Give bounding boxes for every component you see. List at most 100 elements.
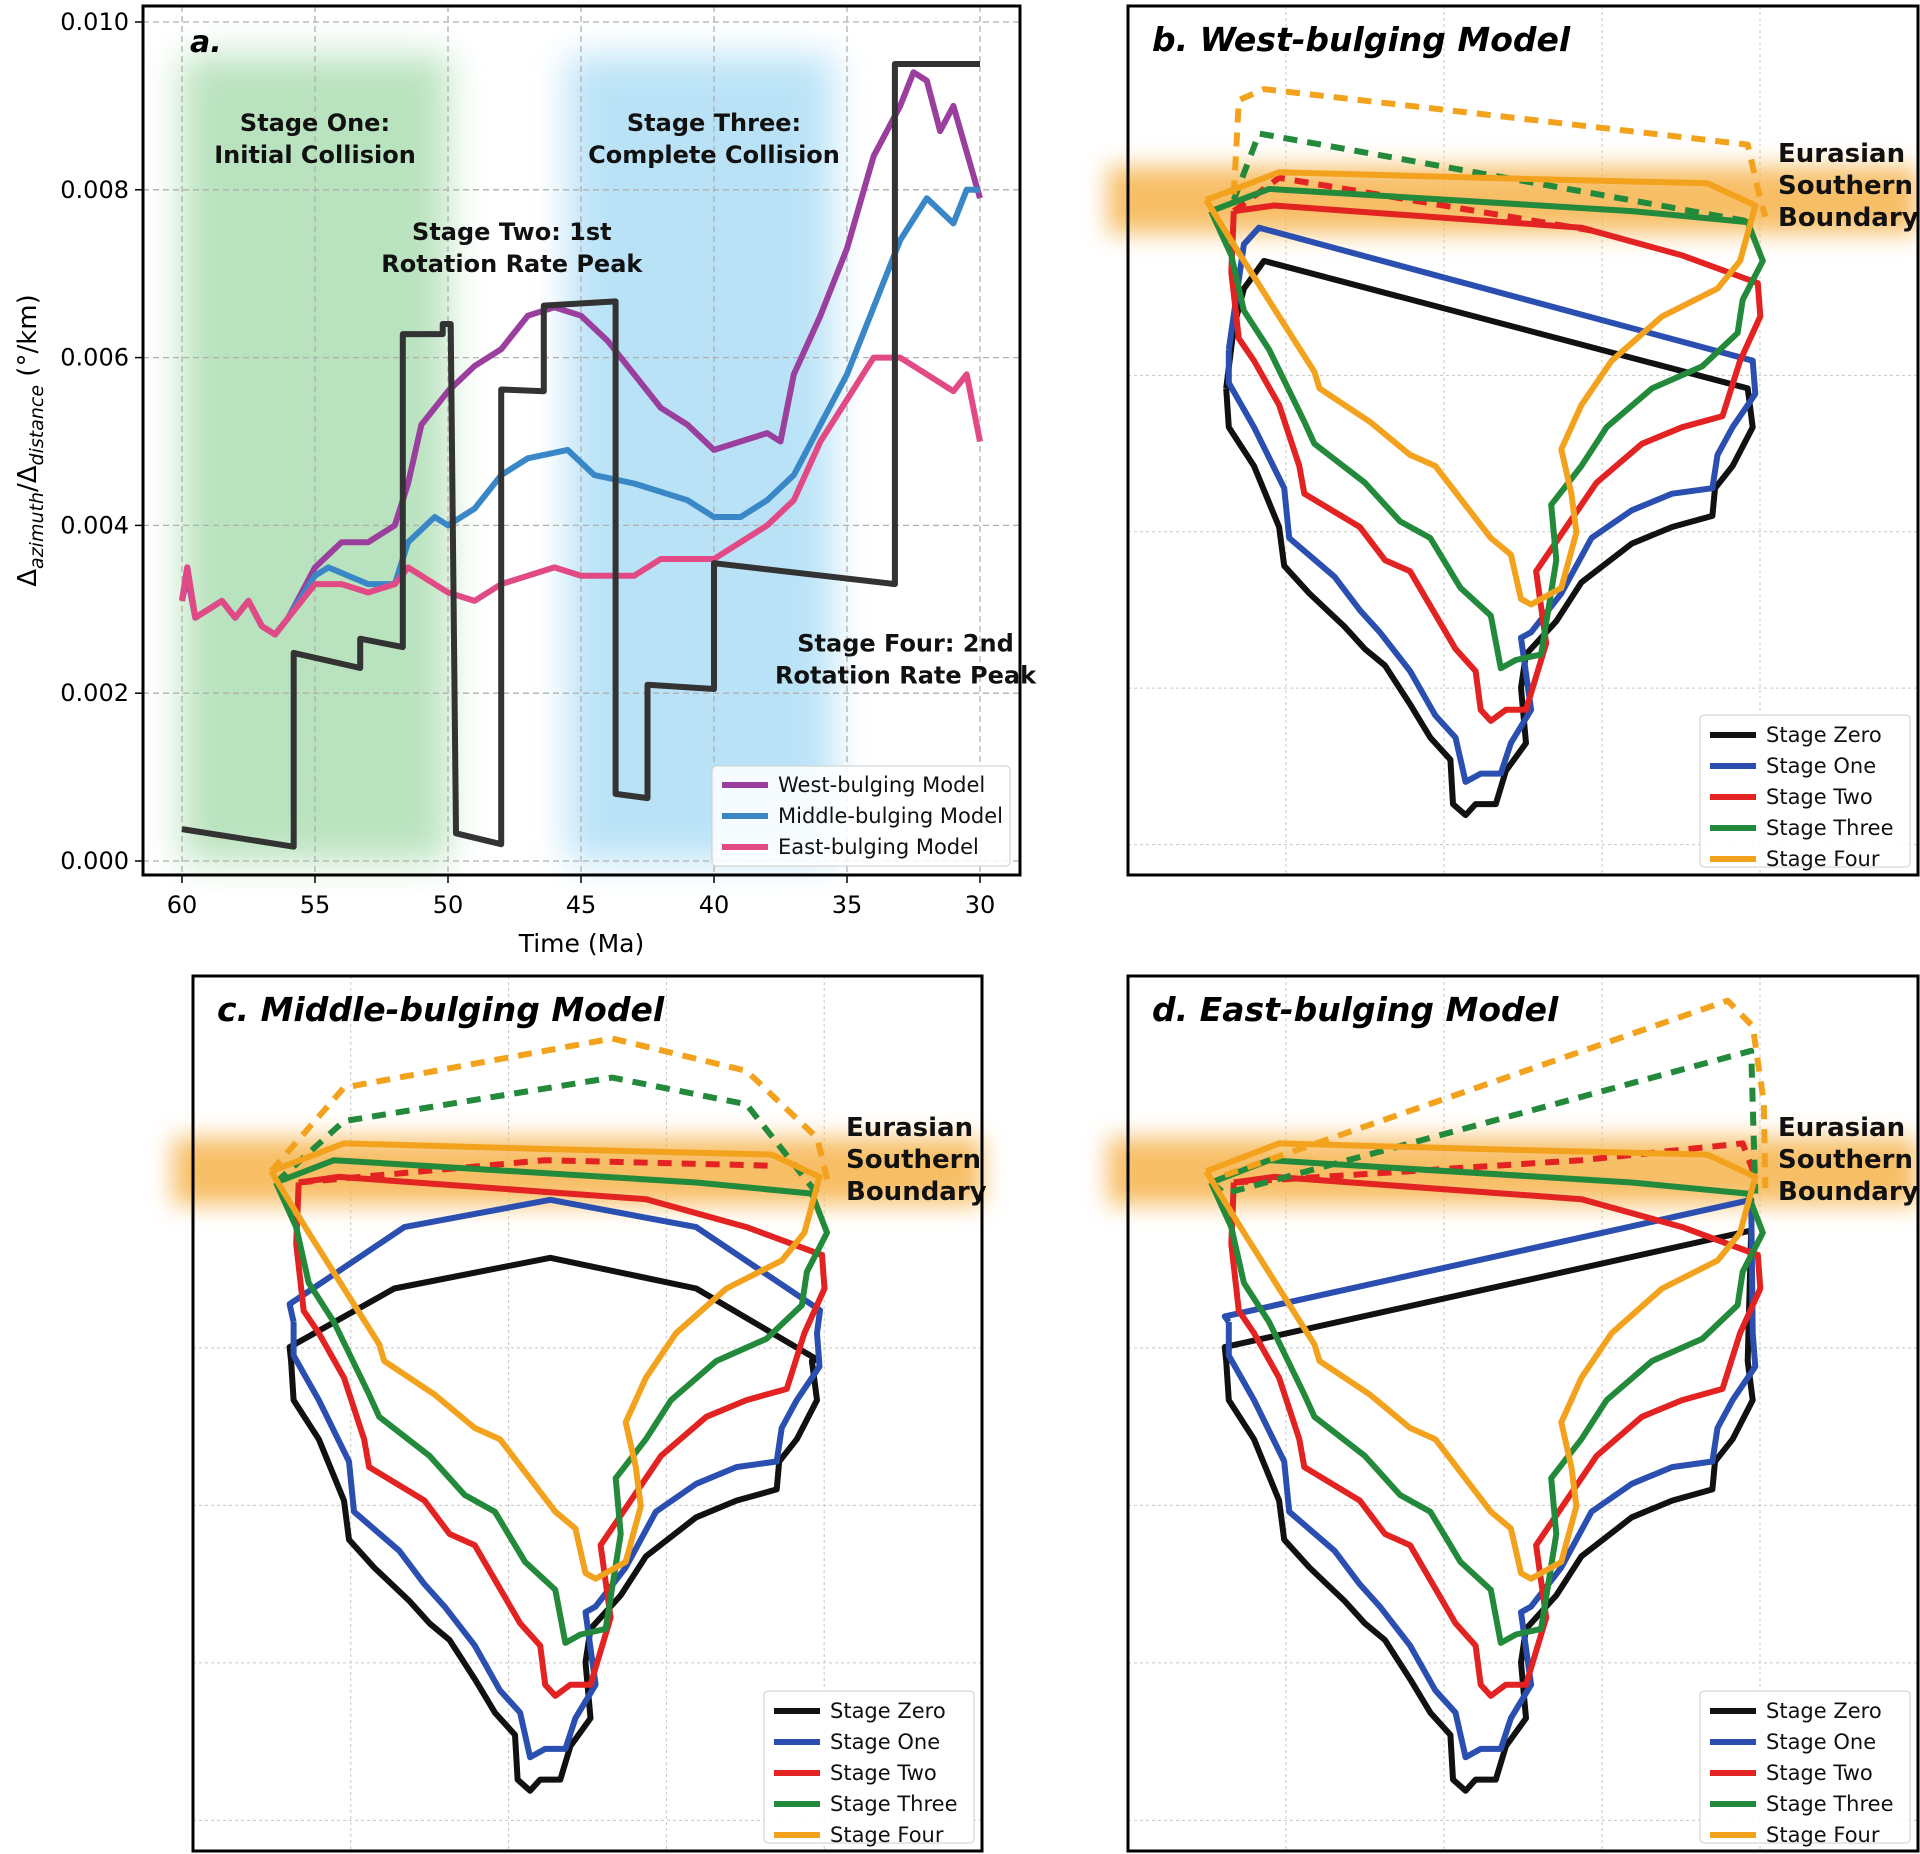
legend: Stage Zero Stage One Stage Two Stage Three S… (763, 1690, 975, 1847)
outline-stage-three (273, 1157, 830, 1646)
ylabel-sub: azimuth (26, 492, 48, 569)
outline-stage-zero (286, 1254, 820, 1794)
annotation-line: Stage One: (240, 109, 390, 137)
y-tick-label: 0.000 (60, 847, 129, 875)
annotation-stage-1: Stage One: Initial Collision (214, 109, 416, 169)
panel-label: a. (190, 25, 222, 60)
legend-label: East-bulging Model (778, 835, 979, 859)
legend: Stage Zero Stage One Stage Two Stage Three S… (1699, 714, 1911, 871)
ylabel-delta: Δ (13, 569, 43, 587)
annotation-stage-3: Stage Three: Complete Collision (588, 109, 840, 169)
x-tick-label: 40 (699, 891, 730, 919)
y-axis-label: Δazimuth/Δdistance (°/km) (13, 294, 48, 587)
panel-frame (1126, 974, 1920, 1853)
axes-frame (141, 4, 1022, 877)
annotation-stage-4: Stage Four: 2nd Rotation Rate Peak (775, 629, 1037, 689)
annotation-line: Eurasian (1778, 1113, 1905, 1143)
outline-stage-three-dashed (273, 1074, 820, 1196)
outline-stage-three (1208, 185, 1766, 672)
annotation-line: Rotation Rate Peak (775, 661, 1037, 689)
panel-c: c. Middle-bulging Model Eurasian Southern B… (173, 974, 987, 1853)
x-tick-label: 55 (300, 891, 331, 919)
legend: Stage Zero Stage One Stage Two Stage Three S… (1699, 1690, 1911, 1847)
outline-stage-four (1203, 169, 1759, 608)
outline-stage-zero (1221, 1227, 1756, 1794)
legend-label: Stage Two (830, 1761, 937, 1785)
legend-label: Stage Four (1766, 847, 1880, 871)
panel-b: b. West-bulging Model Eurasian Southern Bou… (1108, 4, 1920, 877)
legend-label: Middle-bulging Model (778, 804, 1003, 828)
legend-box (711, 765, 1011, 867)
y-tick-label: 0.002 (60, 679, 129, 707)
outline-stage-four (1203, 1140, 1759, 1582)
legend-label: Stage Four (830, 1823, 944, 1847)
series-east-bulging-model (179, 354, 983, 638)
x-tick-label: 30 (965, 891, 996, 919)
x-tick-label: 60 (167, 891, 198, 919)
outline-stage-one (286, 1196, 823, 1761)
panel-a: 60 55 50 45 40 35 30 0.000 0.002 0.004 0.006 0.008 0… (13, 4, 1037, 958)
legend-label: Stage Zero (1766, 723, 1882, 747)
panel-title: c. Middle-bulging Model (217, 990, 665, 1029)
outline-stage-four-dashed (268, 1035, 833, 1189)
annotation-line: Eurasian (1778, 139, 1905, 169)
outline-stage-four-dashed (1223, 997, 1769, 1189)
annotation-line: Southern (846, 1145, 981, 1175)
y-tick-label: 0.008 (60, 176, 129, 204)
annotation-line: Complete Collision (588, 141, 840, 169)
legend-label: Stage Two (1766, 785, 1873, 809)
series-step-line (181, 61, 980, 850)
eurasian-southern-boundary-label: Eurasian Southern Boundary (1778, 139, 1919, 233)
legend-label: Stage Two (1766, 1761, 1873, 1785)
annotation-line: Boundary (846, 1177, 987, 1207)
outline-stage-two-dashed (1232, 174, 1592, 234)
outline-stage-two (1228, 1173, 1764, 1699)
eurasian-southern-boundary-label: Eurasian Southern Boundary (846, 1113, 987, 1207)
legend-label: Stage One (830, 1730, 940, 1754)
x-tick-label: 45 (566, 891, 597, 919)
ylabel-sub: distance (26, 385, 48, 466)
outline-stage-two-dashed (298, 1157, 772, 1186)
annotation-line: Southern (1778, 1145, 1913, 1175)
legend: West-bulging Model Middle-bulging Model Ea… (711, 765, 1011, 867)
outline-stage-zero (1223, 257, 1756, 819)
legend-label: Stage Zero (1766, 1699, 1882, 1723)
eurasian-southern-boundary-label: Eurasian Southern Boundary (1778, 1113, 1919, 1207)
panel-frame (1126, 4, 1920, 877)
annotation-line: Stage Four: 2nd (797, 629, 1014, 657)
legend-label: Stage Three (1766, 816, 1894, 840)
legend-label: Stage Four (1766, 1823, 1880, 1847)
annotation-line: Stage Three: (627, 109, 801, 137)
legend-label: West-bulging Model (778, 773, 985, 797)
y-tick-label: 0.006 (60, 344, 129, 372)
stage-shading-2 (567, 55, 834, 862)
annotation-line: Southern (1778, 171, 1913, 201)
annotation-line: Stage Two: 1st (412, 218, 612, 246)
y-tick-label: 0.010 (60, 8, 129, 36)
legend-label: Stage Zero (830, 1699, 946, 1723)
outline-stage-two (293, 1173, 828, 1699)
panel-d: d. East-bulging Model Eurasian Southern Bou… (1108, 974, 1920, 1853)
x-tick-label: 50 (433, 891, 464, 919)
annotation-line: Boundary (1778, 1177, 1919, 1207)
legend-label: Stage One (1766, 754, 1876, 778)
outline-stage-one (1221, 1196, 1759, 1761)
outline-stage-four (268, 1140, 823, 1582)
outline-stage-three (1208, 1157, 1766, 1646)
x-tick-label: 35 (832, 891, 863, 919)
ylabel-unit: (°/km) (13, 294, 43, 385)
legend-label: Stage Three (1766, 1792, 1894, 1816)
outline-stage-two (1228, 202, 1764, 724)
panel-title: d. East-bulging Model (1152, 990, 1559, 1029)
annotation-line: Initial Collision (214, 141, 416, 169)
annotation-line: Eurasian (846, 1113, 973, 1143)
annotation-line: Boundary (1778, 203, 1919, 233)
annotation-stage-2: Stage Two: 1st Rotation Rate Peak (381, 218, 643, 278)
x-axis-label: Time (Ma) (518, 929, 645, 958)
panel-frame (191, 974, 984, 1853)
legend-label: Stage Three (830, 1792, 958, 1816)
y-tick-label: 0.004 (60, 511, 129, 539)
panel-title: b. West-bulging Model (1152, 20, 1571, 59)
legend-label: Stage One (1766, 1730, 1876, 1754)
